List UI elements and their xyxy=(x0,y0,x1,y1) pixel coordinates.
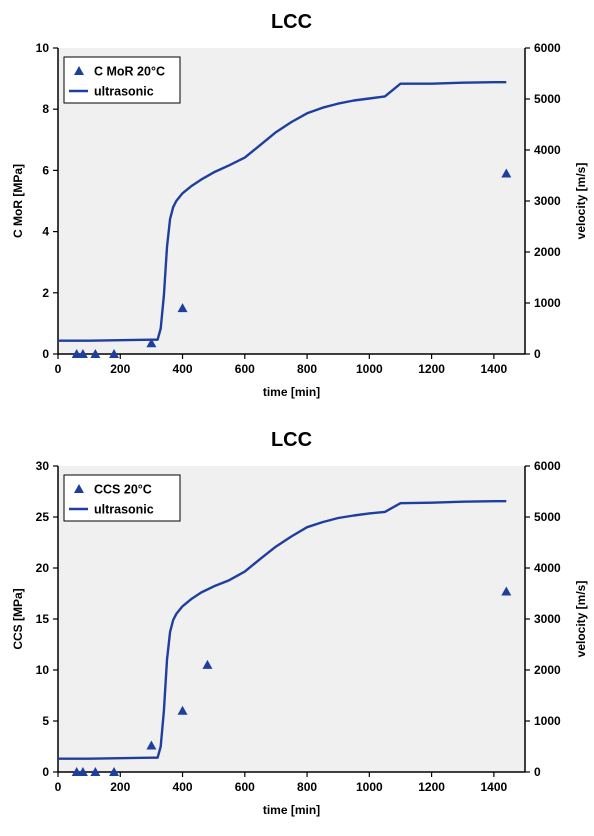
y-tick-label: 15 xyxy=(36,612,50,626)
y2-tick-label: 4000 xyxy=(534,561,561,575)
legend-label: CCS 20°C xyxy=(94,483,152,497)
y-tick-label: 20 xyxy=(36,561,50,575)
y-tick-label: 10 xyxy=(36,41,50,55)
chart-panel-1: LCC 0 200 400 600 800 1000 1200 1400 0 2 4 6 8 10 0 1000… xyxy=(11,11,588,399)
legend-box xyxy=(63,474,181,522)
x-tick-label: 1200 xyxy=(418,780,445,794)
y2-tick-label: 5000 xyxy=(534,92,561,106)
y-tick-label: 8 xyxy=(42,102,49,116)
x-tick-label: 400 xyxy=(173,362,193,376)
y-tick-label: 0 xyxy=(42,347,49,361)
chart-panel-2: LCC 0 200 400 600 800 1000 1200 1400 0 5 10 15 20 25 30… xyxy=(0,418,594,836)
y-tick-label: 10 xyxy=(36,663,50,677)
y2-tick-label: 6000 xyxy=(534,41,561,55)
y-axis-label: C MoR [MPa] xyxy=(11,164,25,238)
x-tick-label: 600 xyxy=(235,780,255,794)
y2-tick-label: 0 xyxy=(534,765,541,779)
x-tick-label: 400 xyxy=(173,780,193,794)
data-point-triangle xyxy=(501,168,512,178)
y2-tick-label: 1000 xyxy=(534,714,561,728)
y2-axis-label: velocity [m/s] xyxy=(574,581,588,658)
x-axis-label: time [min] xyxy=(263,803,320,817)
legend-triangle-swatch xyxy=(74,484,84,493)
y2-tick-label: 3000 xyxy=(534,612,561,626)
legend-label: ultrasonic xyxy=(94,503,154,517)
data-point-triangle xyxy=(501,586,512,596)
data-point-triangle xyxy=(77,767,88,776)
x-tick-label: 600 xyxy=(235,362,255,376)
legend-label: C MoR 20°C xyxy=(94,65,165,79)
y2-tick-label: 2000 xyxy=(534,245,561,259)
y2-tick-label: 0 xyxy=(534,347,541,361)
y-tick-label: 4 xyxy=(42,225,49,239)
legend-box xyxy=(63,56,181,104)
data-point-triangle xyxy=(146,740,157,750)
y-tick-label: 0 xyxy=(42,765,49,779)
x-tick-label: 1400 xyxy=(481,362,508,376)
x-tick-label: 200 xyxy=(110,780,130,794)
chart-title: LCC xyxy=(271,11,312,33)
y2-tick-label: 2000 xyxy=(534,663,561,677)
data-point-triangle xyxy=(109,349,120,358)
data-point-triangle xyxy=(202,659,213,669)
legend-triangle-swatch xyxy=(74,66,84,75)
chart-title: LCC xyxy=(271,429,312,451)
chart-1-svg: LCC 0 200 400 600 800 1000 1200 1400 0 2 4 6 8 10 0 1000… xyxy=(11,11,588,399)
y-tick-label: 5 xyxy=(42,714,49,728)
data-point-triangle xyxy=(177,303,188,313)
data-point-triangle xyxy=(177,705,188,715)
y2-tick-label: 5000 xyxy=(534,510,561,524)
x-tick-label: 0 xyxy=(55,362,62,376)
y-tick-label: 6 xyxy=(42,163,49,177)
data-point-triangle xyxy=(146,338,157,348)
data-point-triangle xyxy=(90,767,101,776)
y2-axis-label: velocity [m/s] xyxy=(574,163,588,240)
data-point-triangle xyxy=(90,349,101,358)
x-tick-label: 800 xyxy=(297,780,317,794)
x-tick-label: 0 xyxy=(55,780,62,794)
x-tick-label: 800 xyxy=(297,362,317,376)
y-tick-label: 2 xyxy=(42,286,49,300)
y-axis-label: CCS [MPa] xyxy=(11,588,25,649)
legend-label: ultrasonic xyxy=(94,85,154,99)
x-tick-label: 1200 xyxy=(418,362,445,376)
data-point-triangle xyxy=(109,767,120,776)
x-tick-label: 200 xyxy=(110,362,130,376)
ultrasonic-line xyxy=(58,81,507,342)
y2-tick-label: 1000 xyxy=(534,296,561,310)
x-axis-label: time [min] xyxy=(263,385,320,399)
x-tick-label: 1000 xyxy=(356,780,383,794)
y2-tick-label: 6000 xyxy=(534,459,561,473)
y-tick-label: 25 xyxy=(36,510,50,524)
y2-tick-label: 4000 xyxy=(534,143,561,157)
data-point-triangle xyxy=(77,349,88,358)
y-tick-label: 30 xyxy=(36,459,50,473)
x-tick-label: 1000 xyxy=(356,362,383,376)
y2-tick-label: 3000 xyxy=(534,194,561,208)
x-tick-label: 1400 xyxy=(481,780,508,794)
chart-2-svg: LCC 0 200 400 600 800 1000 1200 1400 0 5 10 15 20 25 30… xyxy=(11,429,588,817)
ultrasonic-line xyxy=(58,500,507,760)
